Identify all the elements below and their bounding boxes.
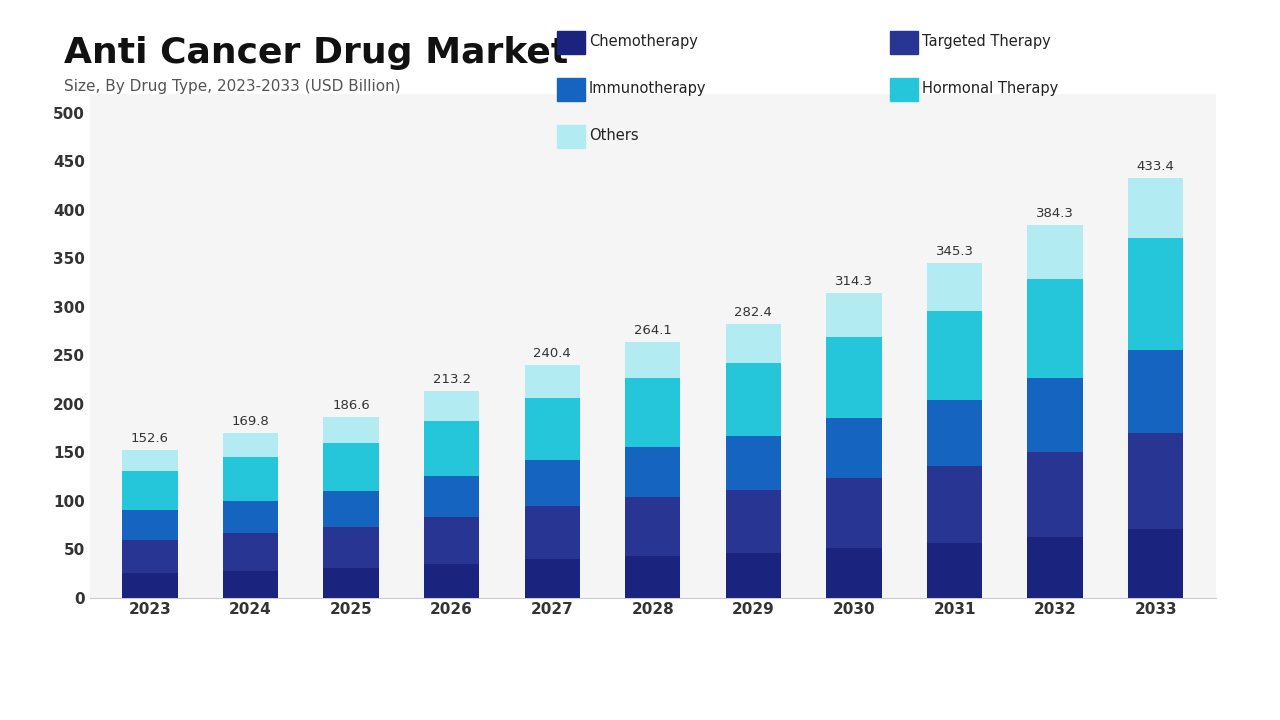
Bar <box>1128 433 1183 528</box>
Bar <box>324 527 379 568</box>
Bar <box>726 436 781 490</box>
Bar <box>123 471 178 510</box>
Bar <box>625 556 681 598</box>
Bar <box>424 564 479 598</box>
Bar <box>625 341 681 379</box>
Bar <box>223 433 278 456</box>
Bar <box>927 467 982 543</box>
Text: 264.1: 264.1 <box>634 324 672 337</box>
Bar <box>827 478 882 548</box>
Text: Immunotherapy: Immunotherapy <box>589 81 707 96</box>
Bar <box>1128 238 1183 350</box>
Bar <box>726 553 781 598</box>
Bar <box>1028 279 1083 378</box>
Bar <box>827 418 882 478</box>
Text: MarketResearch: MarketResearch <box>896 662 1098 682</box>
Bar <box>525 506 580 559</box>
Bar <box>223 533 278 571</box>
Bar <box>324 443 379 491</box>
Bar <box>424 391 479 420</box>
Text: 314.3: 314.3 <box>835 275 873 288</box>
Bar <box>123 539 178 573</box>
Bar <box>424 476 479 516</box>
Bar <box>324 417 379 443</box>
Text: size for 2033 in USD:: size for 2033 in USD: <box>448 692 609 707</box>
Bar <box>1028 378 1083 451</box>
Bar <box>123 510 178 539</box>
Bar <box>1028 225 1083 279</box>
Text: Targeted Therapy: Targeted Therapy <box>922 35 1051 49</box>
Bar <box>424 516 479 564</box>
Bar <box>625 447 681 498</box>
Text: At the CAGR of:: At the CAGR of: <box>26 692 145 707</box>
Text: 186.6: 186.6 <box>333 399 370 412</box>
Bar <box>424 420 479 476</box>
Bar <box>726 364 781 436</box>
Bar <box>1128 528 1183 598</box>
Bar <box>927 263 982 311</box>
Bar <box>625 379 681 447</box>
Text: 213.2: 213.2 <box>433 373 471 386</box>
Bar <box>927 400 982 467</box>
Bar <box>827 337 882 418</box>
Bar <box>726 324 781 364</box>
Bar <box>1028 536 1083 598</box>
Text: The Market will Grow: The Market will Grow <box>26 667 187 682</box>
Bar <box>324 568 379 598</box>
Text: Others: Others <box>589 128 639 143</box>
Bar <box>324 491 379 527</box>
Text: 11.3%: 11.3% <box>174 662 300 696</box>
Bar <box>1128 178 1183 238</box>
Bar <box>1028 451 1083 536</box>
Text: 433.4: 433.4 <box>1137 160 1175 173</box>
Bar <box>827 548 882 598</box>
Bar <box>726 490 781 553</box>
Bar <box>625 498 681 556</box>
Bar <box>525 460 580 506</box>
Text: 345.3: 345.3 <box>936 245 974 258</box>
Text: Chemotherapy: Chemotherapy <box>589 35 698 49</box>
Text: Anti Cancer Drug Market: Anti Cancer Drug Market <box>64 36 568 70</box>
Text: ✓: ✓ <box>806 664 832 693</box>
Text: The forecasted market: The forecasted market <box>448 667 622 682</box>
Bar <box>525 398 580 460</box>
Bar <box>525 364 580 398</box>
Text: .biz: .biz <box>1120 662 1160 681</box>
Bar <box>525 559 580 598</box>
Bar <box>223 500 278 533</box>
Text: 282.4: 282.4 <box>735 306 772 319</box>
Bar <box>927 311 982 400</box>
Text: 240.4: 240.4 <box>534 347 571 360</box>
Text: $433.4B: $433.4B <box>614 662 781 696</box>
Text: 169.8: 169.8 <box>232 415 269 428</box>
Text: WIDE RANGE OF GLOBAL MARKET REPORTS: WIDE RANGE OF GLOBAL MARKET REPORTS <box>896 694 1139 704</box>
Bar <box>123 450 178 471</box>
Text: 152.6: 152.6 <box>131 432 169 445</box>
Text: Hormonal Therapy: Hormonal Therapy <box>922 81 1057 96</box>
Bar <box>123 573 178 598</box>
Bar <box>223 456 278 500</box>
Text: Size, By Drug Type, 2023-2033 (USD Billion): Size, By Drug Type, 2023-2033 (USD Billi… <box>64 79 401 94</box>
Text: 384.3: 384.3 <box>1036 207 1074 220</box>
Bar <box>223 571 278 598</box>
Bar <box>1128 350 1183 433</box>
Bar <box>827 293 882 337</box>
Bar <box>927 543 982 598</box>
